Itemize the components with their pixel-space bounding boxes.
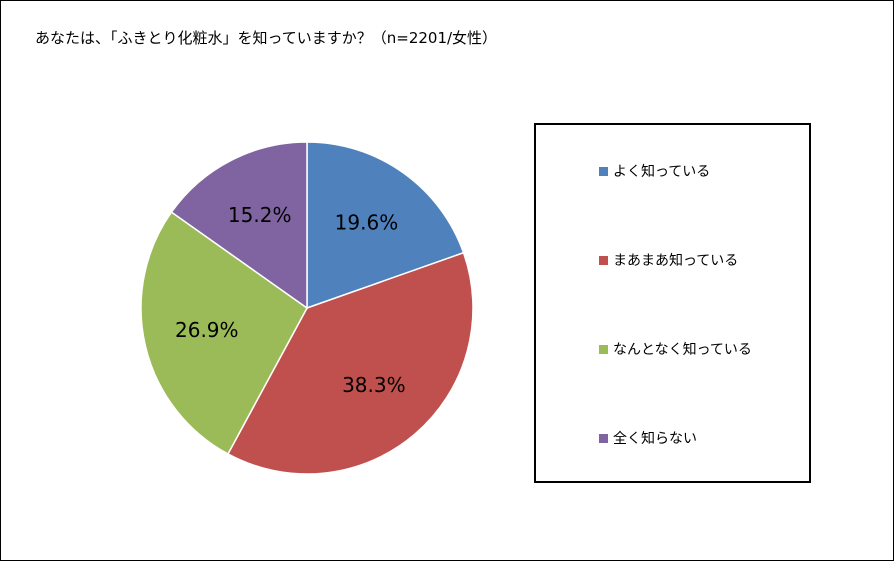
legend-label: まあまあ知っている (613, 253, 739, 269)
data-label-well-known: 19.6% (335, 210, 399, 234)
pie-slice-vaguely-known (140, 211, 308, 455)
legend-item-not-known: 全く知らない (599, 428, 697, 448)
pie-slice-somewhat-known (226, 251, 474, 475)
chart-title: あなたは、「ふきとり化粧水」を知っていますか？（n=2201/女性） (35, 29, 498, 47)
data-label-not-known: 15.2% (228, 203, 292, 227)
legend-swatch-well-known (599, 166, 608, 176)
data-label-vaguely-known: 26.9% (175, 318, 239, 342)
legend-swatch-vaguely-known (599, 344, 608, 354)
pie-slice-not-known (170, 141, 308, 310)
legend-swatch-somewhat-known (599, 255, 608, 265)
legend-label: 全く知らない (613, 431, 697, 447)
data-label-somewhat-known: 38.3% (342, 373, 406, 397)
legend-label: なんとなく知っている (613, 342, 752, 358)
legend-label: よく知っている (613, 164, 711, 180)
legend-item-vaguely-known: なんとなく知っている (599, 339, 752, 359)
legend: よく知っている まあまあ知っている なんとなく知っている 全く知らない (534, 123, 811, 483)
legend-item-somewhat-known: まあまあ知っている (599, 250, 738, 270)
legend-swatch-not-known (599, 433, 608, 443)
legend-item-well-known: よく知っている (599, 161, 710, 181)
